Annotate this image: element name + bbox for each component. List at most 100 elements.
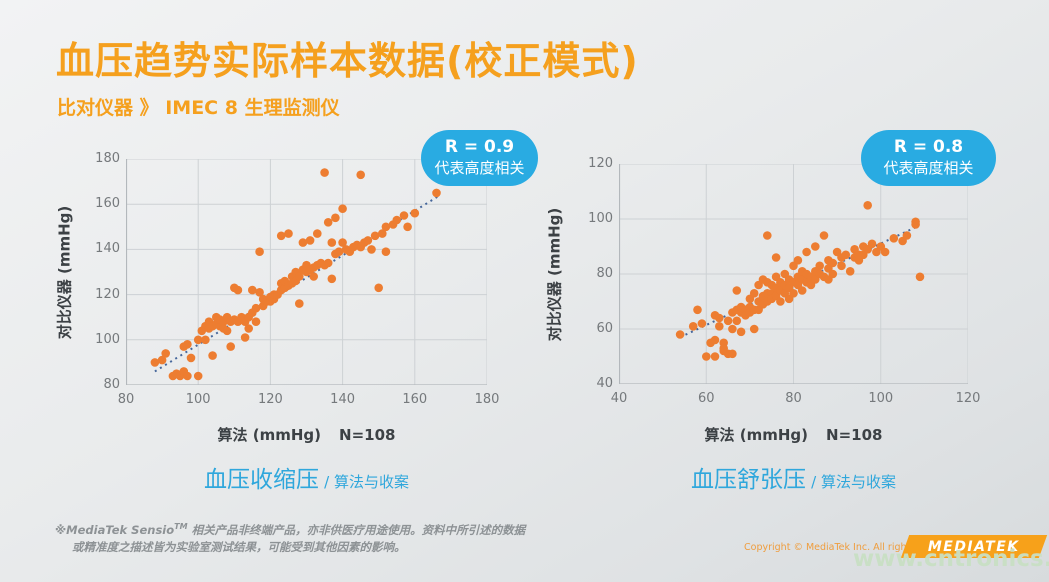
x-tick-label: 80 — [117, 392, 135, 407]
r-caption: 代表高度相关 — [434, 159, 525, 177]
data-point — [392, 215, 402, 225]
data-point — [367, 245, 376, 254]
data-point — [675, 330, 685, 339]
caption-sub: / 算法与收案 — [811, 473, 896, 491]
data-point — [284, 229, 293, 238]
y-axis-title: 对比仪器 (mmHg) — [55, 205, 74, 340]
data-point — [363, 236, 373, 245]
y-tick-label: 40 — [596, 376, 613, 391]
data-point — [697, 319, 707, 328]
data-point — [244, 324, 253, 333]
data-point — [276, 231, 286, 241]
data-point — [255, 247, 264, 256]
data-point — [793, 256, 803, 265]
data-point — [432, 188, 441, 198]
data-point — [327, 238, 337, 247]
y-axis-ticks: 40 60 80 100 120 — [575, 156, 613, 391]
x-tick-label: 100 — [868, 391, 894, 406]
disclaimer-line1-post: 相关产品非终端产品，亦非供医疗用途使用。资料中所引述的数据 — [187, 522, 526, 537]
data-point — [863, 201, 872, 210]
r-caption: 代表高度相关 — [883, 159, 974, 177]
data-point — [828, 258, 838, 268]
data-point — [889, 234, 899, 243]
data-point — [797, 286, 807, 295]
data-point — [763, 231, 772, 240]
y-tick-label: 120 — [95, 286, 120, 302]
data-point — [719, 344, 728, 353]
data-point — [915, 272, 925, 282]
data-point — [811, 242, 820, 251]
data-point — [338, 238, 347, 247]
data-point — [749, 324, 759, 334]
data-point — [331, 213, 340, 223]
y-tick-label: 100 — [588, 211, 613, 226]
x-tick-label: 140 — [330, 392, 355, 407]
data-point — [867, 239, 877, 249]
data-point — [183, 340, 192, 349]
data-point — [378, 229, 387, 238]
page-subtitle: 比对仪器 》 IMEC 8 生理监测仪 — [57, 97, 340, 119]
data-point — [323, 218, 333, 227]
data-point — [403, 222, 412, 232]
data-point — [295, 299, 304, 308]
data-point — [837, 261, 846, 271]
data-point — [193, 335, 203, 345]
tm-superscript: TM — [174, 522, 188, 531]
disclaimer-text: ※MediaTek SensioTM 相关产品非终端产品，亦非供医疗用途使用。资… — [55, 518, 525, 556]
watermark-url: www.cntronics.com — [853, 546, 1049, 572]
caption-main: 血压收缩压 — [204, 467, 320, 493]
y-tick-label: 80 — [103, 377, 120, 392]
chart-caption-diastolic: 血压舒张压 / 算法与收案 — [619, 460, 968, 494]
data-point — [381, 222, 391, 232]
copyright-text: Copyright © MediaTek Inc. All rights res… — [744, 542, 960, 553]
data-point — [222, 326, 232, 336]
data-point — [334, 247, 344, 256]
x-axis-label: 算法 (mmHg) — [704, 426, 809, 444]
x-axis-label: 算法 (mmHg) — [217, 426, 322, 444]
data-point — [226, 342, 235, 351]
data-point — [320, 168, 329, 177]
data-point — [845, 267, 855, 276]
data-point — [776, 297, 785, 306]
data-point — [410, 208, 420, 218]
y-tick-label: 140 — [95, 241, 120, 257]
correlation-badge: R = 0.8 代表高度相关 — [861, 130, 996, 186]
data-point — [715, 322, 724, 331]
data-point — [715, 313, 724, 323]
data-point — [815, 261, 824, 271]
data-point — [728, 349, 737, 359]
data-point — [732, 316, 742, 326]
x-tick-label: 180 — [474, 392, 500, 407]
data-point — [841, 250, 851, 260]
x-axis-ticks: 80 100 120 140 160 180 — [118, 392, 500, 410]
chart-caption-systolic: 血压收缩压 / 算法与收案 — [126, 460, 487, 494]
x-tick-label: 60 — [697, 391, 715, 406]
data-point — [327, 274, 337, 284]
data-point — [710, 335, 720, 345]
x-tick-label: 100 — [185, 392, 211, 407]
data-point — [802, 247, 811, 257]
data-point — [255, 288, 264, 297]
data-point — [911, 220, 920, 229]
y-tick-label: 60 — [596, 321, 613, 336]
data-point — [732, 286, 742, 295]
data-point — [356, 170, 365, 180]
data-point — [771, 253, 781, 262]
r-value: R = 0.8 — [893, 137, 964, 157]
data-point — [374, 283, 383, 293]
data-point — [161, 349, 170, 358]
y-tick-label: 160 — [95, 196, 120, 212]
data-point — [186, 353, 196, 363]
data-point — [710, 352, 720, 361]
r-value: R = 0.9 — [444, 137, 515, 157]
caption-sub: / 算法与收案 — [324, 473, 409, 491]
data-point — [298, 238, 308, 247]
x-axis-title: 算法 (mmHg) N=108 — [126, 424, 487, 445]
data-point — [338, 204, 347, 213]
data-point — [248, 285, 257, 295]
data-point — [381, 247, 391, 256]
data-point — [749, 289, 759, 298]
x-tick-label: 120 — [257, 392, 283, 407]
data-point — [902, 231, 912, 240]
